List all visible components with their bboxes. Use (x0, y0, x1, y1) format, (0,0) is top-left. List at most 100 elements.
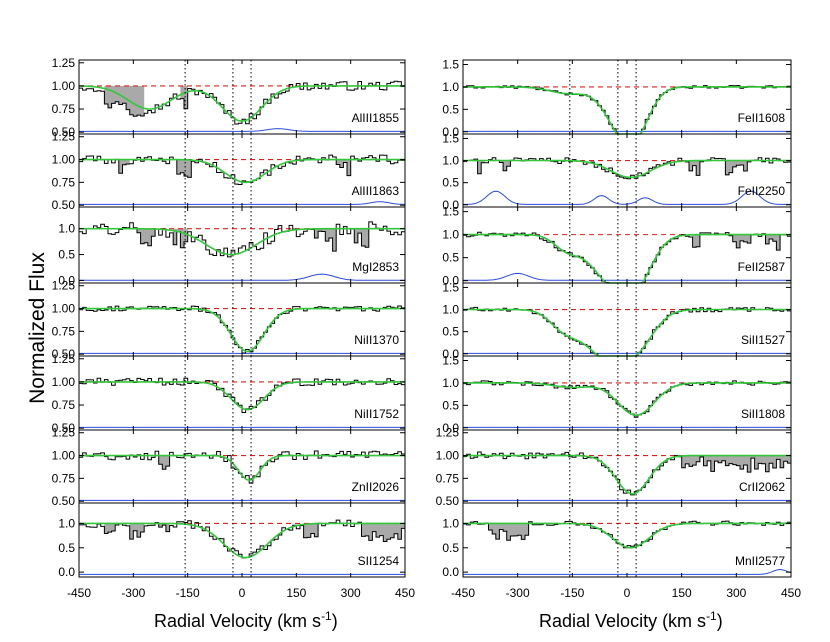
y-tick-label-aliii1863: 0.75 (52, 175, 76, 189)
shaded-blend-region-feii2587-2 (765, 234, 781, 251)
x-axis-title-left-text: Radial Velocity (km s (154, 611, 321, 631)
panel-label-feii2587: FeII2587 (738, 260, 786, 274)
y-tick-label-mgi2853: 0.0 (58, 273, 75, 287)
y-tick-label-aliii1855: 0.75 (52, 102, 76, 116)
flux-histogram-sii1254 (79, 519, 405, 559)
y-tick-label-crii2062: 1.00 (436, 449, 460, 463)
panel-siii1527: 0.0 0.5 1.0 1.5 SiII1527 (442, 280, 792, 361)
shaded-blend-region-sii1254-2 (158, 523, 170, 532)
panel-mgi2853: 0.0 0.5 1.0 MgI2853 (58, 206, 406, 287)
y-tick-label-sii1254: 0.0 (58, 565, 75, 579)
x-tick-label-right: -150 (560, 586, 584, 600)
panel-label-znii2026: ZnII2026 (352, 480, 400, 494)
x-tick-label-right: -300 (506, 586, 530, 600)
flux-histogram-feii2250 (463, 157, 791, 180)
x-tick-label-right: 0 (624, 586, 631, 600)
panel-frame-sii1254 (78, 502, 406, 578)
y-tick-label-siii1808: 1.0 (442, 376, 459, 390)
y-tick-label-aliii1863: 1.25 (52, 130, 76, 144)
panel-mnii2577: 0.0 0.5 1.0 MnII2577 (442, 502, 792, 579)
panel-label-siii1808: SiII1808 (741, 407, 785, 421)
panel-label-aliii1855: AlIII1855 (352, 111, 400, 125)
panel-aliii1855: 0.50 0.75 1.00 1.25 AlIII1855 (52, 56, 406, 139)
panel-feii2250: 0.0 0.5 1.0 1.5 FeII2250 (442, 131, 792, 212)
y-tick-label-aliii1863: 0.50 (52, 198, 76, 212)
model-fit-sii1254 (79, 522, 405, 559)
x-tick-label-left: 450 (395, 586, 415, 600)
y-tick-label-aliii1863: 1.00 (52, 153, 76, 167)
y-tick-label-feii2587: 0.0 (442, 274, 459, 288)
x-tick-label-right: -450 (451, 586, 475, 600)
y-tick-label-feii2250: 0.0 (442, 198, 459, 212)
panel-label-siii1527: SiII1527 (741, 333, 785, 347)
y-tick-label-aliii1855: 1.25 (52, 56, 76, 70)
model-fit-crii2062 (463, 454, 791, 495)
panel-label-feii2250: FeII2250 (738, 184, 786, 198)
x-axis-title-left-end: ) (332, 611, 338, 631)
panel-niii1370: 0.50 0.75 1.00 1.25 NiII1370 (52, 279, 406, 361)
y-tick-label-sii1254: 1.0 (58, 516, 75, 530)
shaded-blend-region-aliii1855-0 (104, 85, 145, 117)
x-tick-label-left: 150 (286, 586, 306, 600)
model-fit-mnii2577 (463, 522, 791, 549)
y-tick-label-crii2062: 0.75 (436, 471, 460, 485)
flux-histogram-siii1527 (463, 306, 791, 357)
x-tick-label-left: 0 (239, 586, 246, 600)
y-tick-label-feii2587: 1.5 (442, 205, 459, 219)
y-tick-label-aliii1855: 1.00 (52, 79, 76, 93)
flux-histogram-aliii1855 (79, 80, 405, 125)
panel-label-sii1254: SII1254 (358, 554, 400, 568)
panel-label-niii1370: NiII1370 (354, 333, 399, 347)
y-tick-label-niii1752: 0.50 (52, 421, 76, 435)
y-tick-label-mgi2853: 0.5 (58, 248, 75, 262)
x-tick-label-left: -450 (67, 586, 91, 600)
panel-sii1254: 0.0 0.5 1.0 SII1254 (58, 502, 406, 579)
y-tick-label-mnii2577: 0.5 (442, 541, 459, 555)
shaded-blend-region-feii2250-2 (689, 160, 700, 176)
x-axis-title-left: Radial Velocity (km s-1) (154, 609, 338, 631)
y-axis-title: Normalized Flux (26, 252, 49, 404)
model-fit-znii2026 (79, 454, 405, 482)
y-tick-label-crii2062: 1.25 (436, 426, 460, 440)
panel-label-feii1608: FeII1608 (738, 111, 786, 125)
shaded-blend-region-mnii2577-0 (488, 523, 529, 541)
model-fit-feii2587 (463, 233, 791, 284)
model-fit-niii1752 (79, 381, 405, 411)
x-tick-label-left: -300 (121, 586, 145, 600)
x-tick-label-left: 300 (341, 586, 361, 600)
y-tick-label-feii1608: 1.0 (442, 80, 459, 94)
shaded-blend-region-feii2250-0 (477, 160, 485, 174)
panel-crii2062: 0.50 0.75 1.00 1.25 CrII2062 (436, 426, 792, 508)
model-fit-aliii1855 (79, 85, 405, 122)
x-axis-title-right-end: ) (717, 611, 723, 631)
y-tick-label-feii1608: 1.5 (442, 57, 459, 71)
y-tick-label-feii1608: 0.0 (442, 125, 459, 139)
y-tick-label-znii2026: 1.00 (52, 449, 76, 463)
y-tick-label-niii1370: 0.75 (52, 324, 76, 338)
y-tick-label-sii1254: 0.5 (58, 541, 75, 555)
panel-znii2026: 0.50 0.75 1.00 1.25 ZnII2026 (52, 426, 406, 508)
y-tick-label-znii2026: 0.75 (52, 471, 76, 485)
model-fit-feii2250 (463, 159, 791, 179)
y-tick-label-siii1808: 0.0 (442, 421, 459, 435)
y-tick-label-siii1808: 0.5 (442, 398, 459, 412)
shaded-blend-region-feii2250-3 (725, 160, 748, 175)
y-tick-label-niii1752: 1.00 (52, 375, 76, 389)
y-tick-label-mnii2577: 1.0 (442, 516, 459, 530)
panel-label-aliii1863: AlIII1863 (352, 184, 400, 198)
y-tick-label-siii1527: 0.0 (442, 347, 459, 361)
model-fit-mgi2853 (79, 227, 405, 256)
x-axis-title-right: Radial Velocity (km s-1) (539, 609, 723, 631)
panel-niii1752: 0.50 0.75 1.00 1.25 NiII1752 (52, 352, 406, 435)
shaded-blend-region-aliii1863-0 (118, 159, 130, 174)
y-tick-label-siii1808: 1.5 (442, 353, 459, 367)
y-tick-label-niii1752: 1.25 (52, 352, 76, 366)
model-fit-siii1808 (463, 382, 791, 416)
x-axis-title-right-sup: -1 (706, 609, 717, 623)
y-tick-label-feii2587: 0.5 (442, 251, 459, 265)
shaded-blend-region-aliii1863-1 (176, 159, 192, 178)
x-tick-label-right: 150 (672, 586, 692, 600)
shaded-blend-region-mgi2853-0 (137, 228, 156, 246)
y-tick-label-mnii2577: 0.0 (442, 565, 459, 579)
